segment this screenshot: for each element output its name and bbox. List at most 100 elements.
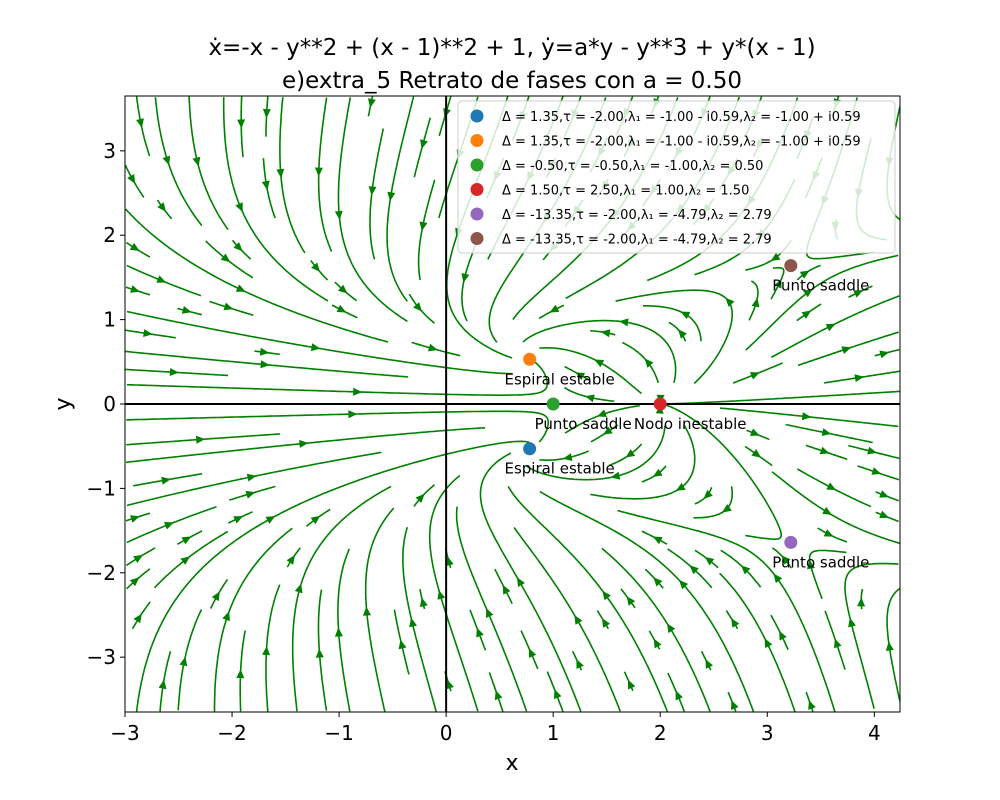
streamline-arrow [644, 358, 654, 368]
streamline-arrow [679, 580, 689, 590]
streamline-arrow [437, 590, 446, 600]
legend-entry: Δ = 1.35,τ = -2.00,λ₁ = -1.00 - i0.59,λ₂… [502, 110, 861, 125]
streamline [641, 465, 667, 483]
streamline-arrow [826, 482, 837, 491]
streamline-arrow [574, 615, 583, 625]
streamline-arrow [158, 679, 167, 690]
streamline-arrow [196, 435, 206, 444]
streamline-arrow [801, 310, 812, 319]
streamline-arrow [143, 329, 153, 337]
streamline [513, 527, 621, 712]
streamline [126, 506, 217, 544]
streamline-arrow [336, 304, 347, 313]
streamline-arrow [848, 617, 856, 628]
equilibrium-annotation: Nodo inestable [634, 415, 747, 433]
streamline-arrow [311, 262, 320, 272]
y-tick-label: −1 [87, 476, 116, 500]
streamline-arrow [841, 346, 852, 354]
streamline-arrow [387, 191, 396, 202]
streamline-arrow [237, 119, 246, 129]
streamline-arrow [446, 679, 454, 690]
streamline-arrow [652, 536, 663, 545]
x-tick-label: −3 [110, 721, 139, 745]
x-axis-label: x [505, 751, 518, 776]
streamline-arrow [725, 297, 735, 307]
streamline-arrow [315, 648, 324, 658]
streamline [417, 179, 436, 281]
streamline-arrow [770, 252, 781, 261]
streamline [265, 584, 281, 712]
streamline-arrow [286, 555, 295, 565]
streamline-arrow [821, 428, 832, 436]
streamline-arrow [130, 285, 140, 293]
equilibrium-annotation: Punto saddle [535, 415, 632, 433]
streamline-arrow [610, 471, 621, 480]
y-axis-ticks: −3 −2 −1 0 1 2 3 [87, 139, 125, 669]
streamline-arrow [807, 559, 815, 570]
streamline-arrow [334, 627, 343, 637]
streamline [337, 97, 408, 323]
streamline [719, 572, 796, 712]
streamline-arrow [619, 318, 629, 327]
x-tick-label: 2 [654, 721, 667, 745]
streamline-arrow [678, 329, 687, 339]
streamline-arrow [857, 597, 866, 607]
streamline-arrow [879, 510, 889, 519]
streamline-arrow [751, 449, 762, 458]
streamline-arrow [310, 343, 321, 352]
streamline-arrow [235, 202, 243, 213]
streamline [317, 97, 333, 252]
y-tick-label: 2 [103, 223, 116, 247]
streamline-arrow [310, 515, 321, 525]
streamline-arrow [398, 639, 407, 650]
streamline [817, 527, 848, 543]
streamline-arrow [334, 210, 343, 220]
streamline-arrow [576, 659, 584, 669]
streamline-arrow [476, 627, 484, 638]
streamline-arrow [136, 118, 144, 128]
streamline-arrow [799, 270, 810, 279]
streamline-arrow [879, 490, 889, 498]
streamline-arrow [602, 426, 613, 435]
streamline [428, 474, 479, 712]
streamline-arrow [731, 618, 740, 628]
legend-marker [470, 158, 484, 172]
streamline-arrow [867, 446, 877, 455]
legend-marker [470, 183, 484, 196]
streamline [222, 97, 329, 302]
streamline-arrow [517, 577, 525, 587]
streamline-arrow [819, 446, 830, 455]
x-axis-ticks: −3 −2 −1 0 1 2 3 4 [110, 712, 881, 745]
streamline-arrow [502, 584, 511, 595]
streamline [771, 471, 900, 545]
streamline-arrow [276, 168, 285, 179]
x-tick-label: 0 [440, 721, 453, 745]
streamline-arrow [353, 387, 363, 396]
streamline-arrow [220, 253, 231, 263]
streamline [279, 97, 306, 254]
x-tick-label: −1 [324, 721, 353, 745]
streamline-arrow [299, 439, 309, 448]
streamline-arrow [803, 288, 813, 298]
streamline [125, 427, 486, 464]
streamline-arrow [781, 555, 791, 565]
streamline-arrow [130, 515, 140, 523]
y-tick-label: −3 [87, 645, 116, 669]
streamline-arrow [428, 343, 438, 352]
legend-entry: Δ = -13.35,τ = -2.00,λ₁ = -4.79,λ₂ = 2.7… [502, 208, 772, 223]
equilibrium-point [784, 535, 798, 549]
y-tick-label: 0 [103, 392, 116, 416]
streamline-arrow [236, 669, 245, 679]
streamline-arrow [133, 613, 142, 624]
streamline-arrow [461, 273, 470, 283]
streamline-arrow [554, 689, 562, 700]
streamline [408, 293, 435, 324]
y-tick-label: 3 [103, 139, 116, 163]
legend-entry: Δ = 1.50,τ = 2.50,λ₁ = 1.00,λ₂ = 1.50 [502, 184, 749, 199]
streamline [205, 240, 254, 279]
streamline-arrow [368, 186, 377, 196]
streamline [479, 452, 582, 712]
streamline-arrow [129, 242, 140, 251]
streamline-arrow [222, 611, 230, 622]
streamline-arrow [549, 304, 560, 313]
